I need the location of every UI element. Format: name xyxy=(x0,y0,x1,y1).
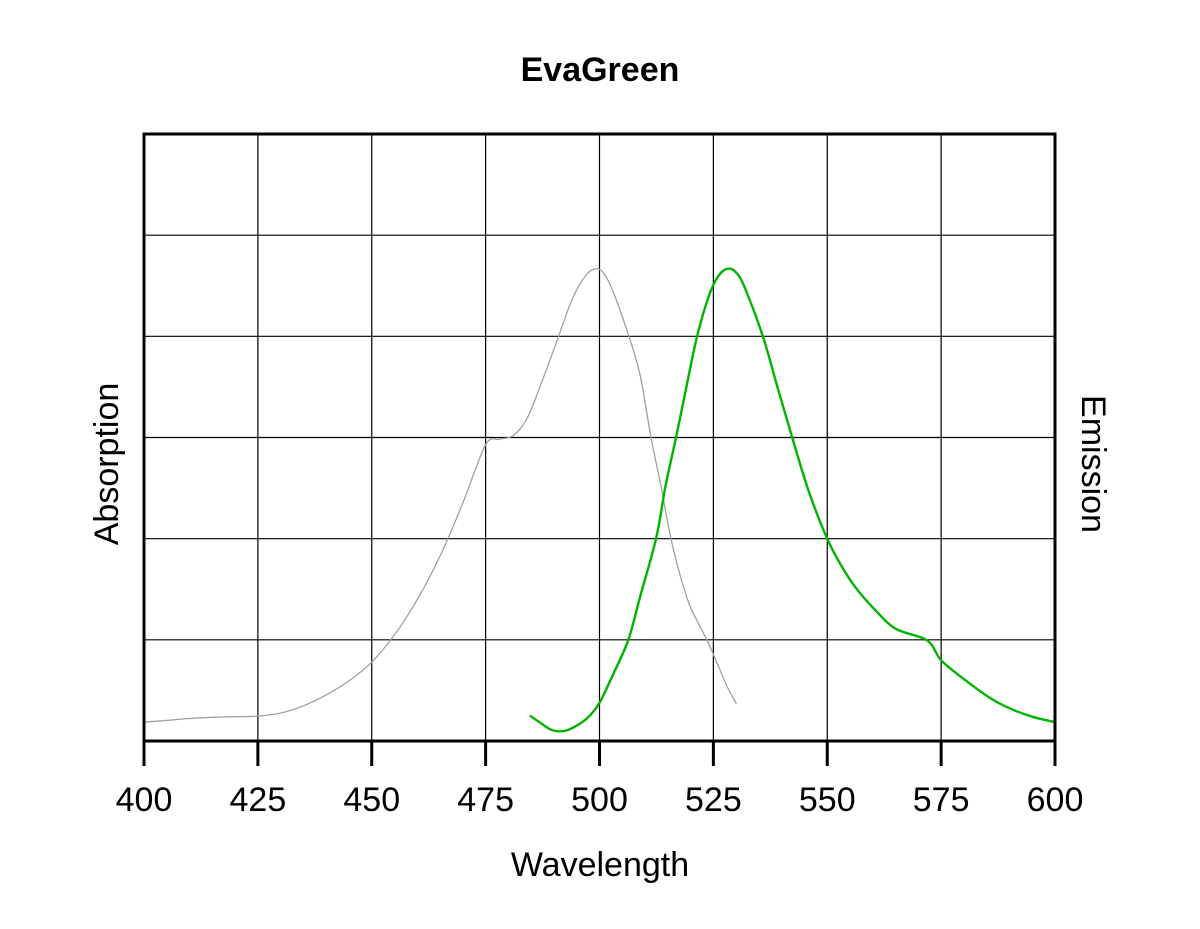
chart-title: EvaGreen xyxy=(521,51,680,89)
x-tick-label: 425 xyxy=(230,781,287,819)
series-layer xyxy=(143,267,1057,733)
x-tick-label: 550 xyxy=(799,781,856,819)
x-tick-label: 575 xyxy=(913,781,970,819)
grid-lines xyxy=(143,134,1056,741)
y-axis-label-left: Absorption xyxy=(88,383,126,546)
x-axis-ticks: 400 425 450 475 500 525 550 575 600 xyxy=(116,741,1084,819)
x-tick-label: 600 xyxy=(1027,781,1084,819)
x-axis-label: Wavelength xyxy=(511,846,689,884)
x-tick-label: 525 xyxy=(685,781,742,819)
x-tick-label: 450 xyxy=(343,781,400,819)
absorption-curve xyxy=(143,268,737,723)
emission-curve xyxy=(529,267,1057,733)
x-tick-label: 475 xyxy=(457,781,514,819)
x-tick-label: 500 xyxy=(571,781,628,819)
y-axis-label-right: Emission xyxy=(1074,395,1112,533)
x-tick-label: 400 xyxy=(116,781,173,819)
